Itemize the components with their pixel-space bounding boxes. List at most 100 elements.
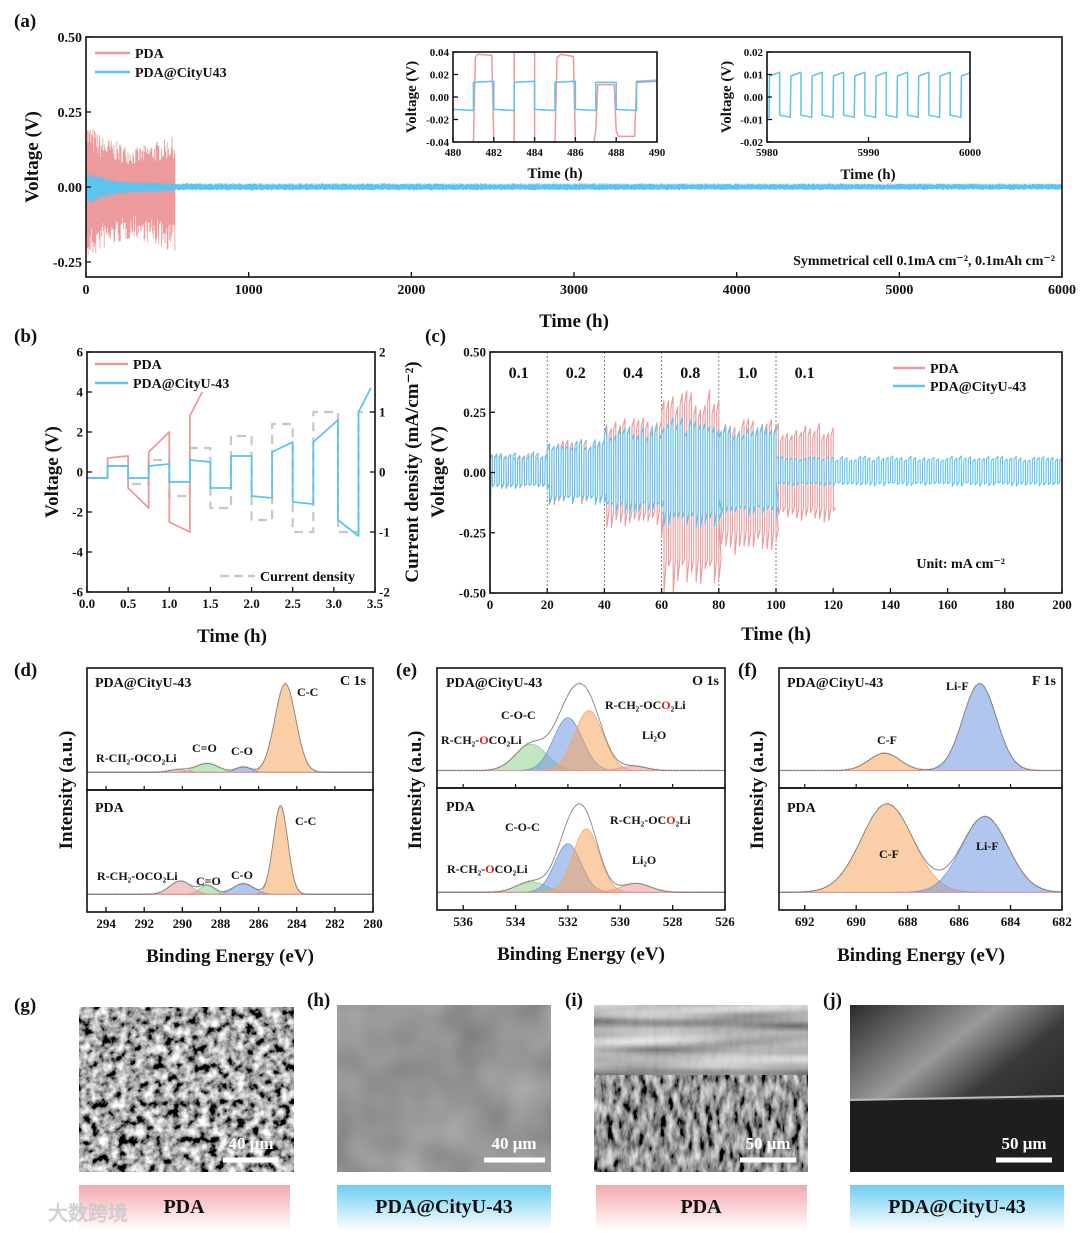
d-bottom-frame [86,789,374,913]
e-bot-rch2-left: R-CH₂-OCO₂Li [447,862,528,876]
d-xtick-label: 294 [96,916,116,931]
d-envelope [87,805,373,895]
f-bot-lif: Li-F [976,839,999,853]
a-xtick-label: 6000 [1048,283,1076,298]
f-xlabel: Binding Energy (eV) [837,945,1005,966]
a-inset1-ylabel: Voltage (V) [404,61,420,133]
a-ytick-label: -0.25 [53,256,82,271]
b-right-ytick-label: 2 [379,345,386,360]
c-xtick-label: 100 [766,597,786,612]
c-xlabel: Time (h) [741,624,811,645]
e-bot-rch2-right-b: ₂Li [676,813,692,827]
b-xtick-label: 3.0 [326,596,342,611]
b-series-pda [87,391,204,533]
c-rate-label: 0.1 [795,365,815,382]
panel-letter-g: (g) [14,995,36,1016]
a-inset2-xtick-label: 5990 [858,147,881,159]
d-top-cc: C-C [297,685,318,699]
b-right-ytick-label: 1 [379,405,386,420]
caption-bar-g [79,1185,290,1231]
f-xtick-label: 690 [846,914,866,929]
d-xtick-label: 290 [173,916,193,931]
f-xtick-label: 692 [795,914,815,929]
b-ytick-label: 2 [77,425,84,440]
a-inset1-ytick-label: -0.04 [426,137,449,149]
e-raw-data [437,801,725,892]
a-xlabel: Time (h) [539,311,609,332]
f-title: F 1s [1032,674,1057,689]
f-envelope [779,803,1062,893]
c-xtick-label: 40 [598,597,611,612]
c-xtick-label: 80 [712,597,725,612]
c-ytick-label: -0.50 [459,586,486,601]
f-xtick-label: 684 [1001,914,1021,929]
e-bot-rch2-left-o: O [485,862,494,876]
caption-bar-h [337,1185,551,1231]
e-bot-rch2-right: R-CH₂-OCO₂Li [610,813,691,827]
e-envelope [437,683,725,771]
d-top-co: C-O [231,744,253,758]
c-xtick-label: 180 [995,597,1015,612]
d-raw-data [87,803,373,894]
d-peak-blue [87,883,373,895]
sem-texture-g [79,1007,294,1172]
a-legend-pda: PDA [135,47,165,62]
c-xtick-label: 20 [541,597,554,612]
c-ytick-label: 0.00 [463,465,486,480]
a-inset1-ytick-label: 0.02 [430,69,450,81]
f-bot-sample: PDA [787,801,817,816]
e-bot-rch2-left-b: CO₂Li [495,862,529,876]
c-rate-label: 0.1 [509,365,529,382]
e-xtick-label: 536 [453,914,473,929]
e-ylabel: Intensity (a.u.) [405,731,426,850]
panel-letter-e: (e) [396,660,417,681]
e-xtick-label: 534 [506,914,526,929]
b-legend-current: Current density [260,570,355,585]
panel-letter-f: (f) [738,660,757,681]
caption-bar-i [596,1185,807,1231]
a-inset2-ytick-label: 0.02 [744,47,764,59]
f-xtick-label: 688 [898,914,918,929]
e-raw-data [437,681,725,771]
a-xtick-label: 3000 [560,283,588,298]
f-xtick-label: 686 [949,914,969,929]
plot-layer: 0 1000 2000 3000 4000 5000 6000-0.250.000.250.… [53,31,1076,931]
a-inset1-xtick-label: 490 [649,147,666,159]
a-inset2-ylabel: Voltage (V) [719,61,735,133]
a-ylabel: Voltage (V) [22,111,43,203]
d-xtick-label: 286 [249,916,269,931]
a-series-cityu [86,172,1062,204]
e-xlabel: Binding Energy (eV) [497,944,665,965]
d-xtick-label: 292 [134,916,154,931]
caption-h: PDA@CityU-43 [375,1196,512,1218]
e-top-li2o: Li₂O [642,728,666,742]
c-xtick-label: 200 [1052,597,1072,612]
f-bottom-frame [778,787,1063,911]
e-top-rch2-left-b: CO₂Li [489,733,523,747]
a-ytick-label: 0.00 [58,181,83,196]
scale-bar-label-j: 50 μm [1001,1134,1046,1153]
scale-bar-label-h: 40 μm [491,1134,536,1153]
d-top-c=o: C=O [192,741,217,755]
c-rate-label: 0.8 [680,365,700,382]
e-bottom-frame [436,787,726,911]
b-series-cityu [87,387,372,537]
a-inset2-series-cityu [767,71,970,119]
c-ytick-label: 0.50 [463,345,486,360]
e-xtick-label: 532 [558,914,578,929]
c-series-pda [490,389,836,593]
sem-image-i: 50 μm [594,1005,808,1172]
e-xtick-label: 530 [611,914,631,929]
a-inset1-xtick-label: 488 [608,147,625,159]
e-xtick-label: 526 [715,914,735,929]
f-ylabel: Intensity (a.u.) [747,731,768,850]
e-bot-rch2-right-o: O [666,813,675,827]
a-inset1-ytick-label: 0.00 [430,92,450,104]
c-legend-cityu: PDA@CityU-43 [930,380,1026,395]
panel-letter-i: (i) [565,990,583,1011]
a-inset1-xtick-label: 486 [567,147,584,159]
b-ytick-label: -4 [72,545,83,560]
e-bot-rch2-left-a: R-CH₂- [447,862,485,876]
d-top-sample: PDA@CityU-43 [95,676,191,691]
a-inset2-ytick-label: -0.02 [740,137,763,149]
